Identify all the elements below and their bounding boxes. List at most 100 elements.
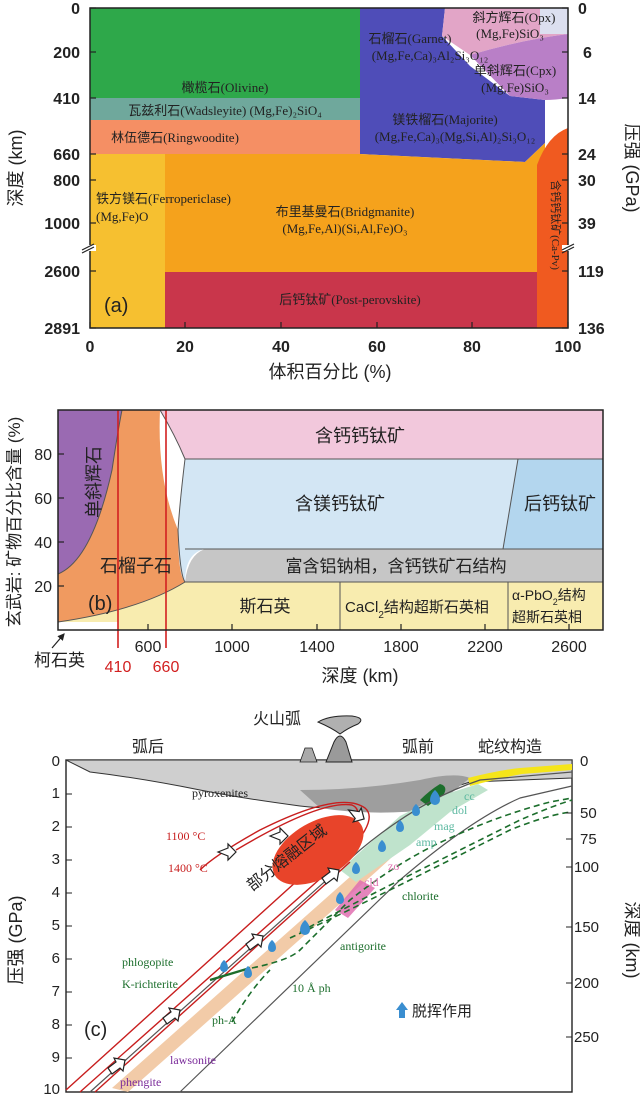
gpa-tick-0: 0 <box>52 753 60 770</box>
depth-tick-2600: 2600 <box>44 264 80 281</box>
mag-label: mag <box>434 819 455 833</box>
depth-tick-800: 800 <box>53 173 80 190</box>
capv-b-label: 含钙钙钛矿 <box>315 426 405 446</box>
km-tick-75: 75 <box>580 831 597 848</box>
ten-a-ph-label: 10 Å ph <box>292 981 331 995</box>
phengite-label: phengite <box>120 1075 161 1089</box>
gpa-tick-1: 1 <box>52 785 60 802</box>
depth-b-tick-600: 600 <box>135 639 162 656</box>
partial-melt-zone <box>272 815 364 885</box>
volume-tick-40: 40 <box>272 339 290 356</box>
depth-b-tick-1400: 1400 <box>299 639 335 656</box>
panel-b-y-axis-title: 玄武岩: 矿物百分比含量 (%) <box>5 417 24 628</box>
axis-break-left <box>81 243 96 254</box>
pct-tick-80: 80 <box>34 447 52 464</box>
opx-label-2: (Mg,Fe)SiO₃ <box>476 26 544 41</box>
axis-break-right <box>561 243 575 254</box>
pressure-tick-6: 6 <box>583 45 592 62</box>
serpentinite-zone <box>340 784 488 882</box>
wadsleyite-region <box>90 98 360 120</box>
panel-a-frame <box>89 7 569 329</box>
coesite-label: 柯石英 <box>34 651 85 670</box>
alphase-b-label: 富含铝钠相，含钙铁矿石结构 <box>286 557 507 576</box>
pct-tick-60: 60 <box>34 491 52 508</box>
panel-a-y-left-title: 深度 (km) <box>6 130 26 207</box>
gpa-tick-9: 9 <box>52 1049 60 1066</box>
capv-region-b <box>160 410 603 459</box>
flow-arrows <box>107 806 365 1075</box>
km-tick-100: 100 <box>574 859 599 876</box>
km-tick-0: 0 <box>580 753 588 770</box>
pct-tick-40: 40 <box>34 535 52 552</box>
apbo2-b-label-2: 超斯石英相 <box>512 609 582 625</box>
panel-b-frame <box>57 409 604 631</box>
volcano-shape <box>325 735 353 763</box>
postpv-region-b <box>503 459 603 549</box>
gpa-tick-8: 8 <box>52 1016 60 1033</box>
pyroxenites-label: pyroxenites <box>192 786 248 800</box>
lawsonite-label: lawsonite <box>170 1053 216 1067</box>
amp-label: amp <box>416 835 437 849</box>
pressure-tick-30: 30 <box>578 173 596 190</box>
gpa-tick-7: 7 <box>52 983 60 1000</box>
slab-crust <box>112 790 472 1092</box>
ringwoodite-label: 林伍德石(Ringwoodite) <box>111 130 239 145</box>
phlogopite-label: phlogopite <box>122 955 173 969</box>
postperovskite-label: 后钙钛矿(Post-perovskite) <box>279 292 421 307</box>
volcano-plume <box>316 715 362 735</box>
panel-b-x-axis-title: 深度 (km) <box>322 666 399 686</box>
gpa-tick-6: 6 <box>52 950 60 967</box>
panel-b-tick-marks <box>58 453 570 630</box>
pct-tick-20: 20 <box>34 579 52 596</box>
gpa-tick-3: 3 <box>52 851 60 868</box>
panel-c-label: (c) <box>84 1019 107 1041</box>
cpx-label-1: 单斜辉石(Cpx) <box>474 63 556 78</box>
ph-a-label: ph-A <box>212 1013 237 1027</box>
opx-label-1: 斜方辉石(Opx) <box>472 10 555 25</box>
panel-b: 80 60 40 20 600 1000 1400 1800 2200 2600… <box>5 409 604 686</box>
depth-b-tick-2600: 2600 <box>551 639 587 656</box>
gpa-tick-10: 10 <box>43 1081 60 1098</box>
majorite-label-1: 镁铁榴石(Majorite) <box>392 112 497 127</box>
sediment-layer <box>468 764 572 786</box>
stishovite-b-label: 斯石英 <box>240 597 291 616</box>
volcanic-arc-label: 火山弧 <box>253 710 301 728</box>
km-tick-150: 150 <box>574 919 599 936</box>
depth-tick-1000: 1000 <box>44 216 80 233</box>
postpv-b-label: 后钙钛矿 <box>524 494 596 514</box>
garnet-region <box>360 8 545 162</box>
capv-region <box>537 128 568 328</box>
k-richterite-label: K-richterite <box>122 977 178 991</box>
pressure-tick-136: 136 <box>578 321 605 338</box>
postperovskite-region <box>165 272 537 328</box>
backarc-label: 弧后 <box>132 738 164 756</box>
km-tick-200: 200 <box>574 975 599 992</box>
alphase-region <box>185 549 603 582</box>
km-tick-250: 250 <box>574 1029 599 1046</box>
gpa-tick-2: 2 <box>52 818 60 835</box>
panel-c-tick-marks <box>66 793 572 1059</box>
antigorite-label: antigorite <box>340 939 386 953</box>
cpx-region <box>470 34 568 100</box>
olivine-region <box>90 8 360 98</box>
wadsleyite-label: 瓦兹利石(Wadsleyite) (Mg,Fe)₂SiO₄ <box>128 103 322 118</box>
panel-a-tick-marks <box>89 7 569 329</box>
dehydration-label: 脱挥作用 <box>412 1003 472 1020</box>
isotherm-1100-label: 1100 °C <box>166 829 205 843</box>
panel-c: 0 1 2 3 4 5 6 7 8 9 10 0 50 75 100 150 2… <box>6 710 640 1098</box>
mgpv-region-b <box>178 459 518 582</box>
volume-tick-20: 20 <box>176 339 194 356</box>
capv-label: 含钙钙钛矿(Ca-Pv) <box>549 180 563 270</box>
panel-a-label: (a) <box>104 295 128 317</box>
gpa-tick-4: 4 <box>52 884 60 901</box>
ferropericlase-region <box>90 154 165 328</box>
gpa-tick-5: 5 <box>52 917 60 934</box>
dehydration-legend-icon <box>396 1002 408 1018</box>
ferropericlase-label-1: 铁方镁石(Ferropericlase) <box>96 191 231 206</box>
cpx-region-b <box>58 410 122 574</box>
volume-tick-100: 100 <box>555 339 582 356</box>
panel-a-x-axis-title: 体积百分比 (%) <box>269 362 392 382</box>
mgpv-b-label: 含镁钙钛矿 <box>295 494 385 514</box>
garnet-label-1: 石榴石(Garnet) <box>368 31 451 46</box>
